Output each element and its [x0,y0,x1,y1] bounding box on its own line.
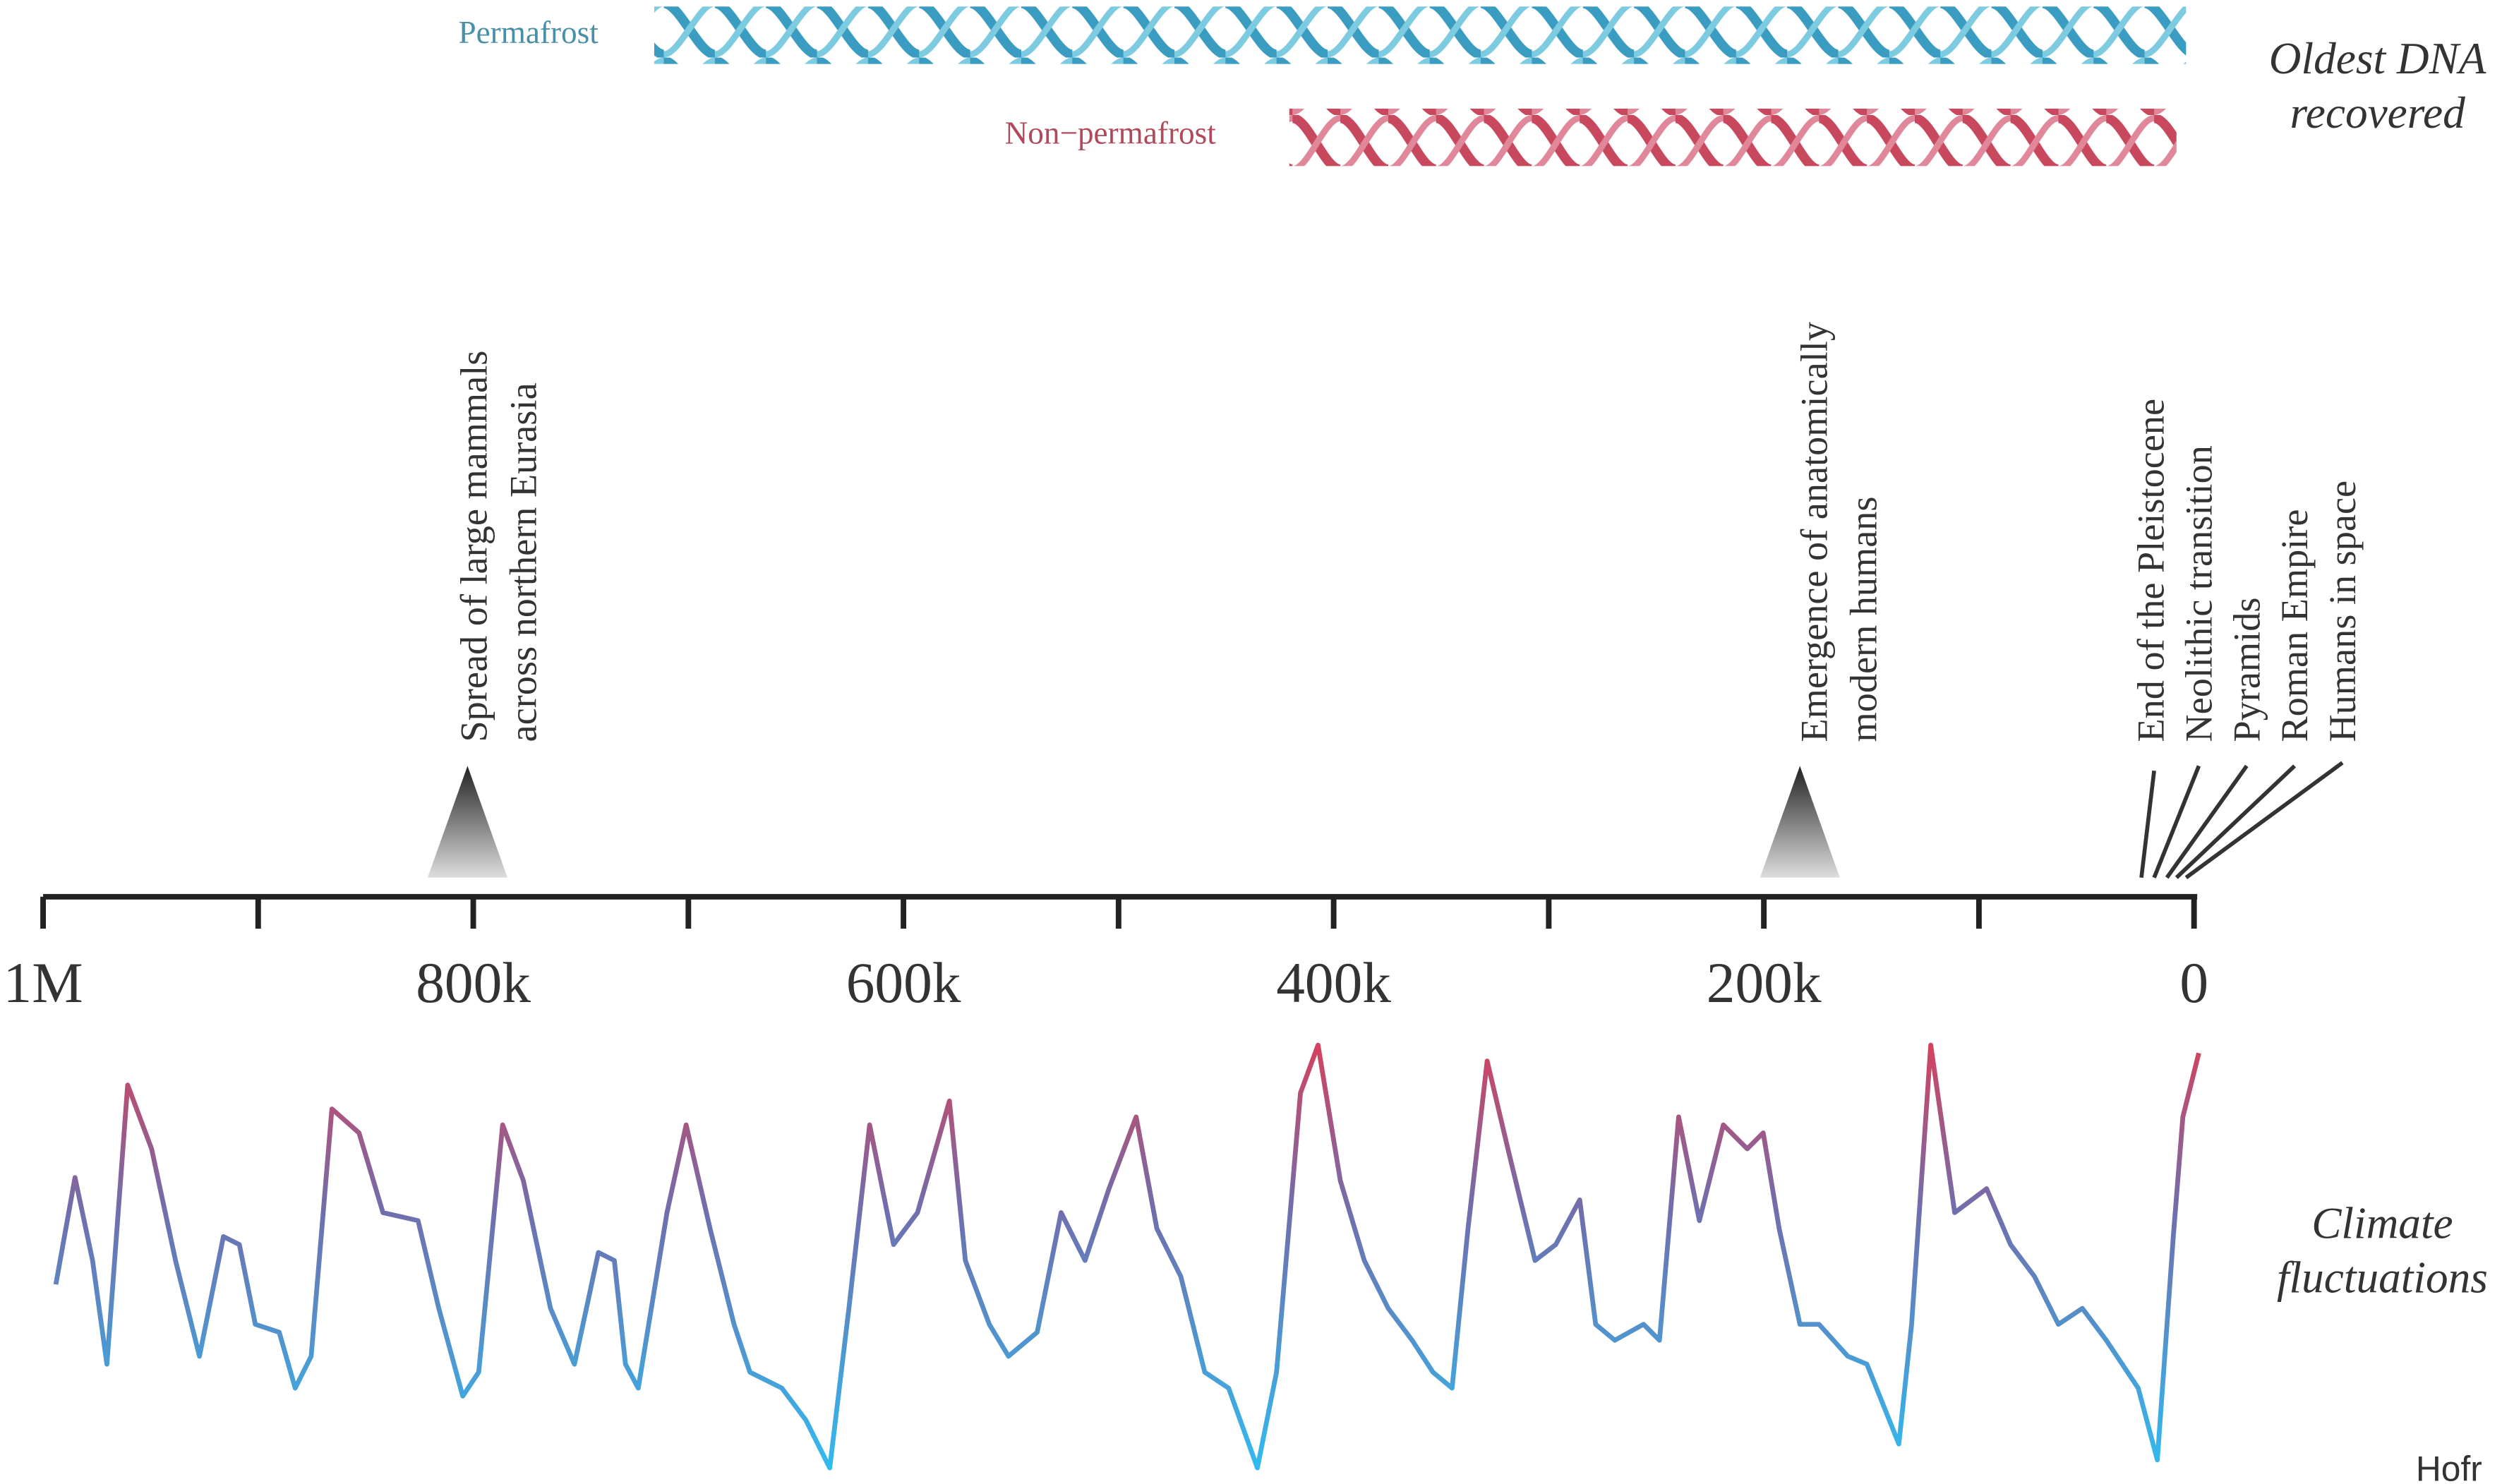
non-permafrost-helix [1289,108,2177,167]
permafrost-helix [654,6,2187,64]
axis-label: 0 [2179,951,2208,1015]
event-label: Humans in space [2321,481,2364,742]
axis-label: 400k [1276,951,1391,1015]
dna-caption: recovered [2290,88,2465,138]
climate-caption: fluctuations [2277,1253,2488,1302]
timeline-axis [40,893,2198,929]
permafrost-label: Permafrost [458,15,599,50]
event-marker [427,766,507,878]
event-marker [1760,766,1840,878]
event-label: Spread of large mammals [452,351,495,742]
event-label: Roman Empire [2273,509,2316,742]
event-label: End of the Pleistocene [2130,399,2172,742]
event-label: Emergence of anatomically [1793,322,1836,742]
axis-label: 800k [416,951,531,1015]
climate-curve [53,1042,2201,1471]
axis-label: 600k [846,951,961,1015]
event-label: modern humans [1843,496,1885,742]
axis-label: 200k [1707,951,1822,1015]
axis-label: 1M [4,951,83,1015]
dna-caption: Oldest DNA [2269,34,2486,83]
event-label: Pyramids [2225,598,2268,742]
recent-event-pointers [2139,761,2344,879]
climate-caption: Climate [2311,1199,2453,1248]
event-label: across northern Eurasia [503,382,545,742]
event-label: Neolithic transition [2177,445,2220,742]
non-permafrost-label: Non−permafrost [1005,116,1217,151]
credit: Hofr [2416,1449,2482,1484]
